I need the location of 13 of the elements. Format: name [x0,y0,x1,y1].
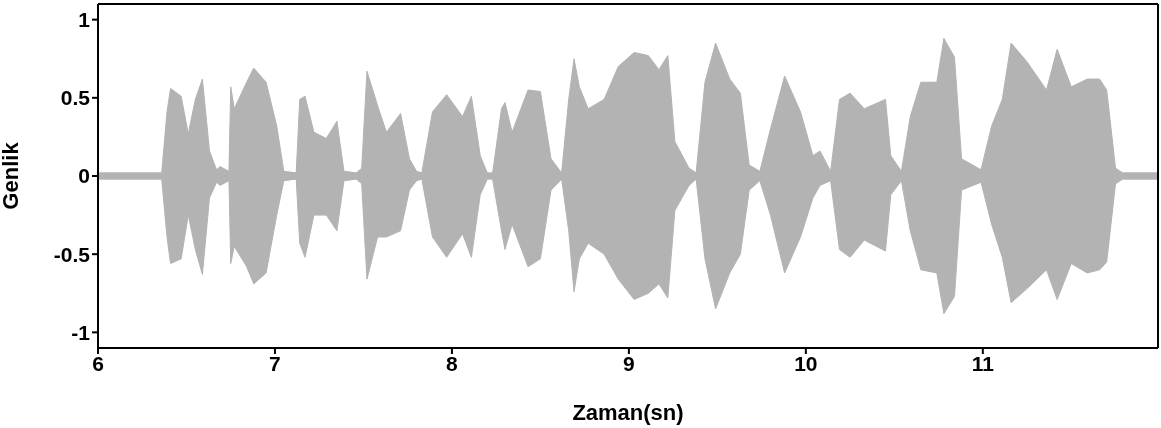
x-tick-label: 10 [794,351,818,375]
y-tick-label: -1 [71,320,91,344]
y-axis-title: Genlik [0,141,23,210]
x-tick-label: 9 [623,351,635,375]
x-tick-label: 8 [446,351,459,375]
x-tick-label: 11 [971,351,995,375]
y-tick-label: -0.5 [53,242,91,266]
y-tick-label: 0.5 [60,86,91,110]
x-tick-label: 6 [92,351,104,375]
y-tick-label: 0 [78,164,90,188]
y-tick-label: 1 [78,8,91,32]
x-axis-title: Zaman(sn) [572,400,684,425]
x-tick-label: 7 [269,351,281,375]
